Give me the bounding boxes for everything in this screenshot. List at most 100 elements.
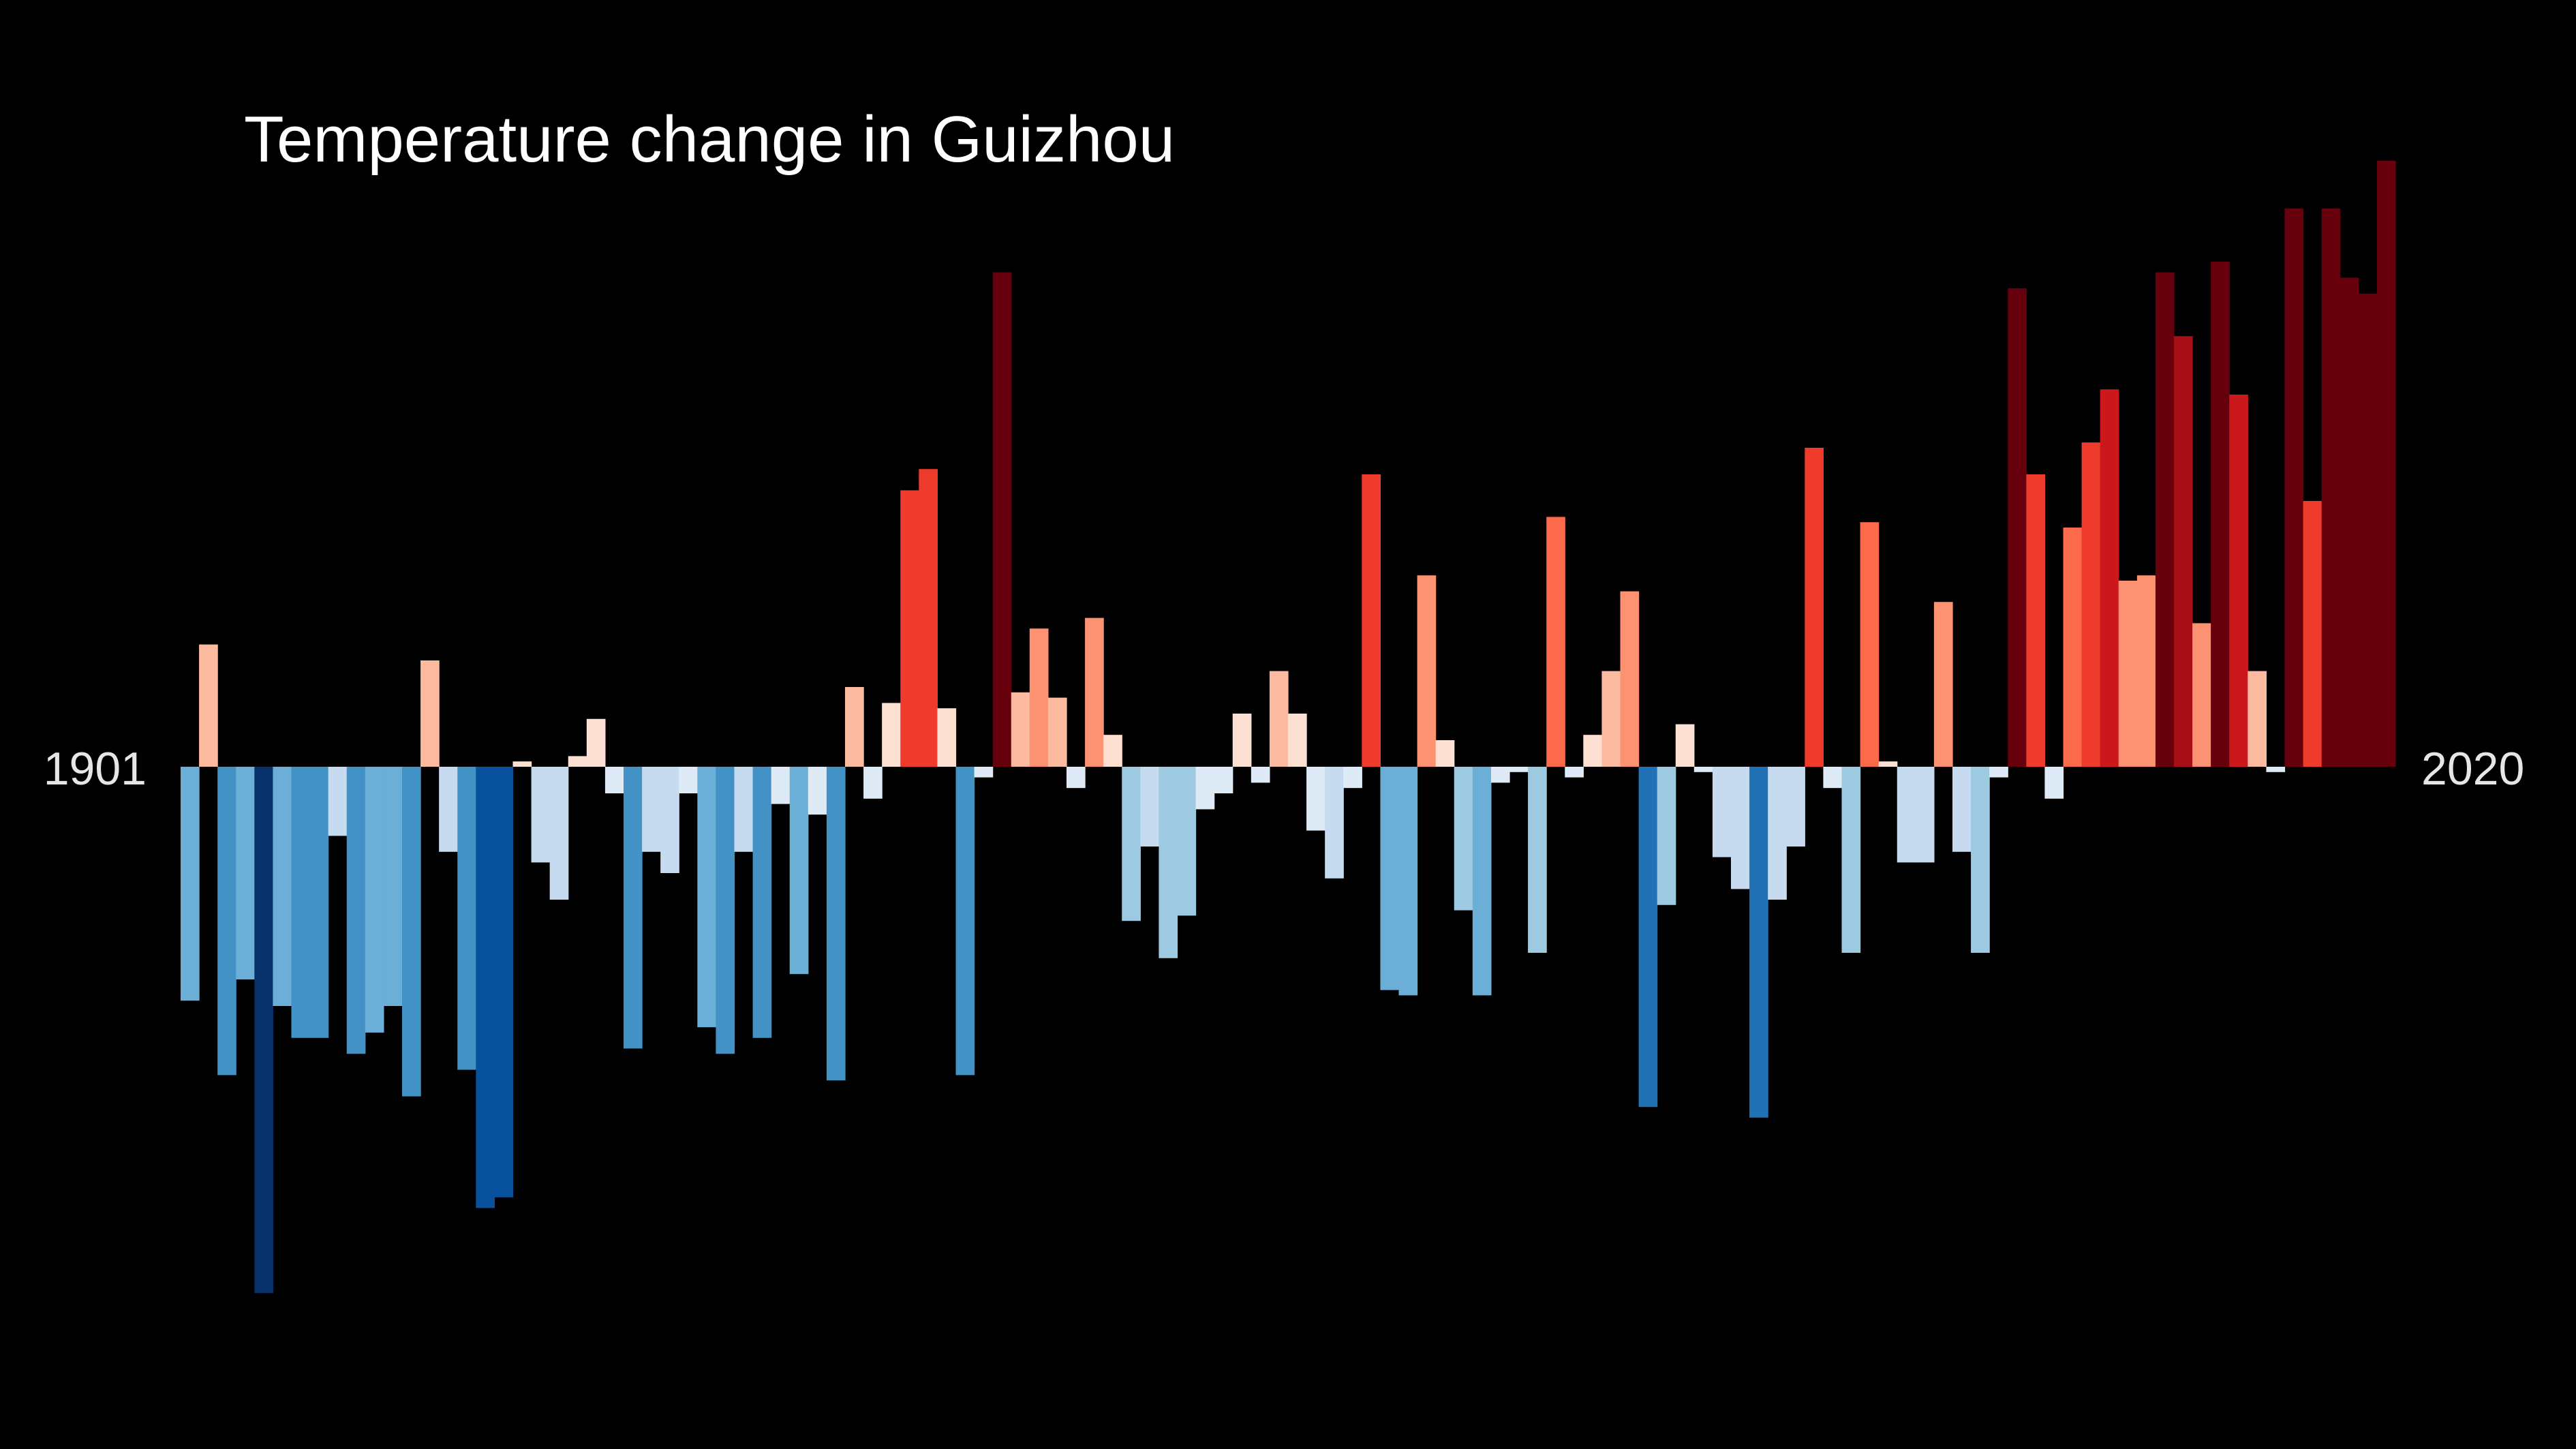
bar-1963	[1325, 767, 1344, 879]
bar-1988	[1786, 767, 1805, 846]
bar-1976	[1565, 767, 1584, 778]
bar-1918	[494, 767, 514, 1198]
bar-1926	[642, 767, 661, 852]
bar-2002	[2044, 767, 2064, 799]
bar-2019	[2358, 293, 2378, 767]
bar-1970	[1454, 767, 1473, 911]
bar-1930	[716, 767, 735, 1054]
bar-1935	[808, 767, 827, 815]
bar-1966	[1380, 767, 1400, 990]
bar-1987	[1768, 767, 1787, 900]
bar-1942	[937, 708, 957, 767]
bar-1962	[1306, 767, 1325, 831]
bar-1924	[604, 767, 624, 793]
bar-1923	[586, 718, 606, 767]
bar-1938	[863, 767, 883, 799]
bar-1957	[1214, 767, 1233, 793]
bar-2004	[2081, 442, 2101, 767]
bar-1940	[900, 490, 919, 767]
start-year-label: 1901	[44, 743, 147, 795]
bar-1998	[1971, 767, 1990, 953]
bar-1952	[1122, 767, 1141, 921]
bar-2009	[2174, 336, 2193, 767]
bar-1907	[291, 767, 311, 1038]
bar-1922	[568, 756, 587, 767]
bar-1967	[1398, 767, 1418, 996]
bar-1992	[1860, 522, 1880, 767]
bar-2006	[2118, 581, 2138, 767]
bar-1965	[1362, 474, 1381, 767]
bar-1979	[1620, 591, 1640, 767]
bar-1991	[1841, 767, 1861, 953]
end-year-label: 2020	[2421, 743, 2524, 795]
bar-1990	[1823, 767, 1843, 789]
bar-1943	[955, 767, 975, 1076]
bar-1961	[1288, 714, 1307, 767]
bar-1910	[346, 767, 366, 1054]
bar-1980	[1638, 767, 1658, 1108]
bar-1950	[1085, 617, 1104, 767]
bar-1995	[1915, 767, 1935, 863]
bar-1978	[1601, 671, 1621, 767]
bar-1933	[771, 767, 791, 804]
bar-2017	[2321, 209, 2341, 767]
bar-1974	[1528, 767, 1547, 953]
bar-1946	[1011, 692, 1030, 767]
bar-2015	[2284, 209, 2304, 767]
bar-1968	[1417, 575, 1437, 767]
bar-1996	[1933, 602, 1953, 767]
bar-2000	[2008, 288, 2027, 767]
bar-1948	[1047, 697, 1067, 767]
bar-1953	[1140, 767, 1160, 846]
bar-1975	[1546, 517, 1565, 767]
bar-1927	[660, 767, 679, 873]
bar-1959	[1251, 767, 1270, 783]
bar-2014	[2266, 767, 2286, 772]
bar-2005	[2100, 389, 2119, 767]
bar-1904	[236, 767, 255, 979]
bar-1951	[1103, 735, 1122, 767]
bar-1964	[1343, 767, 1362, 789]
bar-1934	[789, 767, 809, 975]
chart-title: Temperature change in Guizhou	[244, 103, 1176, 176]
bar-1984	[1712, 767, 1732, 857]
bar-1993	[1878, 761, 1898, 767]
bar-2011	[2211, 262, 2230, 767]
bar-1969	[1435, 740, 1455, 767]
bar-1997	[1952, 767, 1972, 852]
bar-1921	[549, 767, 569, 900]
bars-group	[181, 160, 2396, 1294]
bar-1973	[1509, 767, 1529, 772]
bar-2018	[2340, 277, 2359, 767]
bar-1936	[826, 767, 846, 1081]
bar-1902	[199, 644, 218, 767]
bar-1905	[254, 767, 274, 1294]
bar-2020	[2376, 160, 2396, 767]
bar-1999	[1989, 767, 2008, 778]
bar-1932	[752, 767, 772, 1038]
bar-1939	[882, 703, 901, 767]
bar-1912	[383, 767, 403, 1006]
bar-1913	[402, 767, 421, 1097]
bar-1994	[1897, 767, 1916, 863]
bar-1917	[476, 767, 495, 1208]
bar-2007	[2136, 575, 2156, 767]
bar-1982	[1675, 724, 1695, 767]
bar-1906	[273, 767, 292, 1006]
bar-2012	[2229, 395, 2248, 767]
bar-1954	[1159, 767, 1178, 958]
bar-1960	[1269, 671, 1289, 767]
bar-1958	[1232, 714, 1252, 767]
bar-1956	[1195, 767, 1215, 810]
bar-2008	[2155, 272, 2175, 767]
bar-2010	[2192, 623, 2211, 767]
bar-1981	[1657, 767, 1676, 905]
bar-1947	[1029, 628, 1049, 767]
bar-1919	[512, 761, 532, 767]
bar-1920	[531, 767, 551, 863]
bar-1945	[992, 272, 1012, 767]
bar-2003	[2063, 528, 2083, 767]
bar-2016	[2303, 501, 2322, 767]
